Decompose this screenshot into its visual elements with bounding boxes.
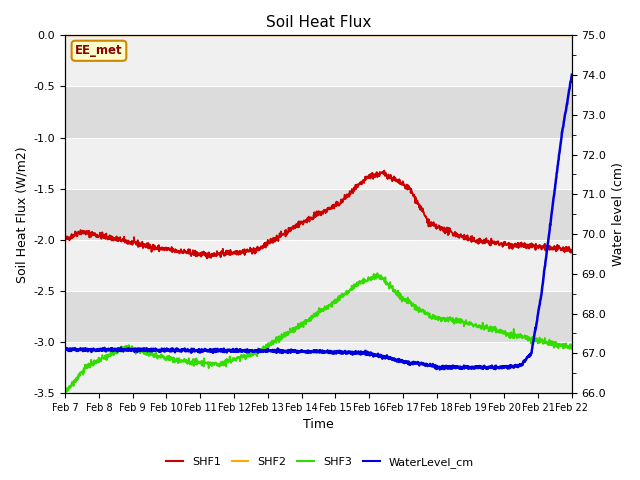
Legend: SHF1, SHF2, SHF3, WaterLevel_cm: SHF1, SHF2, SHF3, WaterLevel_cm (162, 452, 478, 472)
Bar (65, 291, 572, 342)
Bar (65, 342, 572, 393)
Y-axis label: Soil Heat Flux (W/m2): Soil Heat Flux (W/m2) (15, 146, 28, 283)
Bar (65, 86, 572, 138)
Title: Soil Heat Flux: Soil Heat Flux (266, 15, 371, 30)
Text: EE_met: EE_met (75, 44, 123, 57)
Bar (65, 240, 572, 291)
Bar (65, 138, 572, 189)
Bar (65, 36, 572, 86)
Bar (65, 189, 572, 240)
Y-axis label: Water level (cm): Water level (cm) (612, 162, 625, 266)
X-axis label: Time: Time (303, 419, 334, 432)
